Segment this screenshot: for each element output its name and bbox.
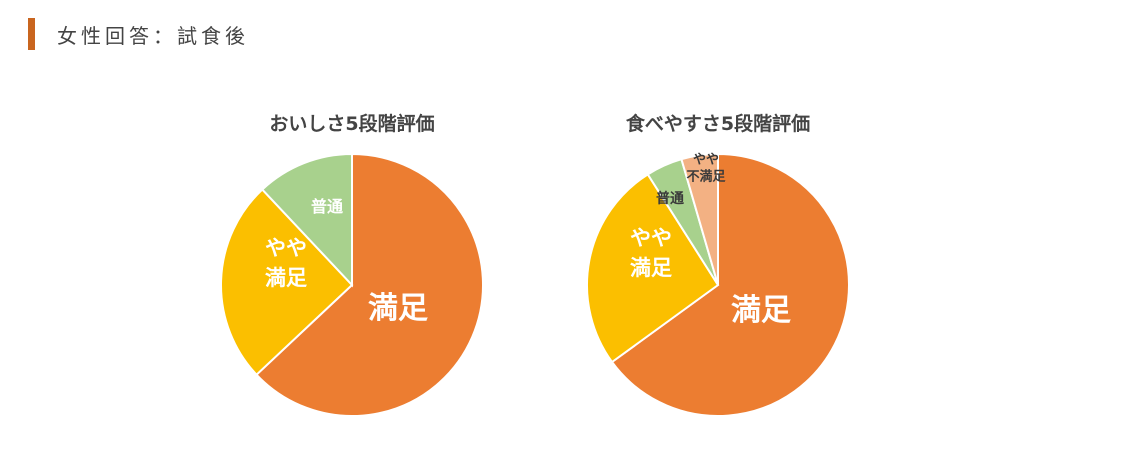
slice-label: 満足 bbox=[731, 293, 791, 328]
slice-label: やや満足 bbox=[265, 236, 307, 290]
slice-label: 満足 bbox=[368, 291, 428, 326]
pie-slice bbox=[260, 152, 353, 288]
pie-slice bbox=[610, 152, 850, 417]
slice-label: やや満足 bbox=[630, 226, 672, 280]
chart-title: 食べやすさ5段階評価 bbox=[626, 112, 810, 135]
slice-label: やや不満足 bbox=[686, 153, 726, 185]
pie-slice bbox=[220, 188, 354, 377]
heading-accent-bar bbox=[28, 18, 35, 50]
slice-label: 普通 bbox=[311, 197, 343, 216]
chart-title: おいしさ5段階評価 bbox=[269, 112, 434, 135]
section-heading: 女性回答：試食後 bbox=[28, 18, 249, 50]
section-title: 女性回答：試食後 bbox=[57, 23, 249, 48]
pie-slice bbox=[255, 152, 484, 417]
pie-slice bbox=[586, 173, 720, 364]
slice-label: 普通 bbox=[656, 190, 684, 207]
pie-slice bbox=[680, 152, 719, 286]
